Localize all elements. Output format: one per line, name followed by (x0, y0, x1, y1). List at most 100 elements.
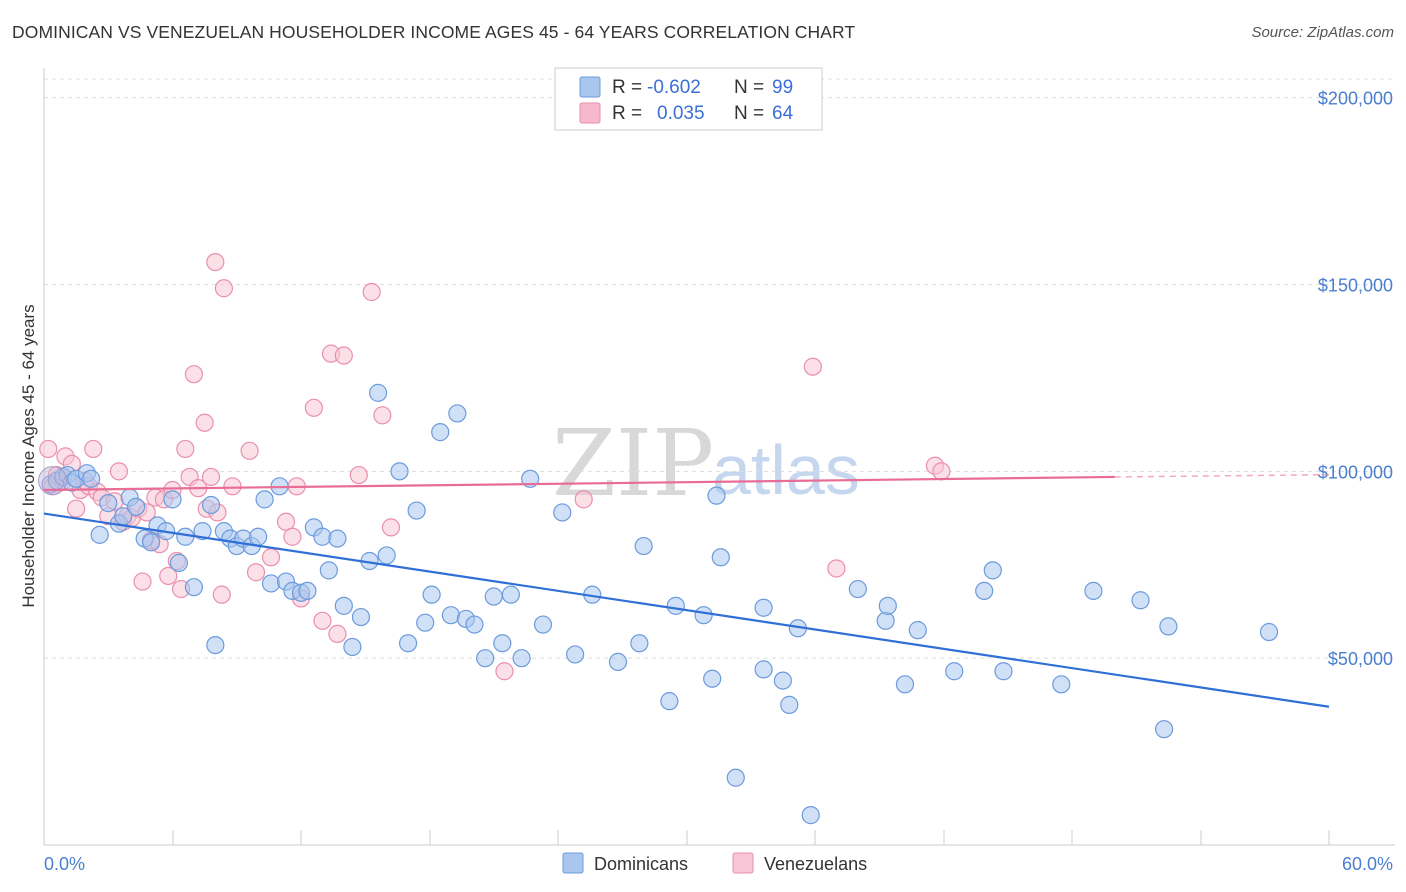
dominican-point-37 (298, 581, 317, 601)
dominican-point-53 (431, 423, 450, 442)
dominican-point-87 (895, 675, 915, 694)
dominican-point-47 (377, 546, 396, 565)
dominican-point-9 (99, 494, 118, 513)
venezuelan-point-55 (362, 282, 381, 302)
x-tick-label-max: 60.0% (1342, 854, 1393, 874)
grid (44, 78, 1395, 659)
dominican-point-55 (448, 404, 467, 423)
dominican-point-97 (1159, 617, 1178, 636)
x-ticks (43, 830, 1330, 845)
dominican-point-40 (319, 561, 338, 580)
dominican-point-64 (533, 615, 553, 634)
dominican-point-69 (630, 634, 649, 653)
dominican-point-7 (82, 469, 101, 488)
y-tick-labels: $50,000 $100,000 $150,000 $200,000 (1318, 89, 1393, 669)
watermark-atlas: atlas (712, 431, 860, 509)
venezuelan-point-15 (109, 462, 129, 481)
venezuelan-point-39 (212, 585, 231, 604)
dominican-point-13 (126, 497, 146, 516)
legend-r-value-dominicans: -0.602 (647, 77, 701, 98)
venezuelan-point-32 (184, 365, 204, 384)
y-tick-label-200000: $200,000 (1318, 89, 1393, 109)
dominican-point-71 (660, 692, 679, 711)
dominican-point-77 (726, 768, 745, 787)
dominican-point-74 (703, 669, 722, 688)
dominican-point-18 (163, 490, 182, 509)
legend-swatch-dominicans (579, 76, 601, 98)
dominican-point-19 (169, 553, 189, 572)
dominican-point-92 (994, 662, 1013, 681)
dominican-point-32 (261, 574, 281, 593)
bottom-legend-swatch-venezuelans (732, 852, 754, 874)
dominican-point-31 (255, 490, 274, 509)
dominican-point-43 (343, 637, 362, 657)
dominican-point-50 (407, 501, 426, 520)
dominican-point-22 (193, 522, 212, 541)
dominican-point-48 (390, 462, 409, 481)
dominican-point-66 (566, 645, 585, 664)
venezuelan-point-30 (176, 439, 195, 459)
venezuelan-point-61 (827, 559, 846, 578)
dominican-point-8 (90, 525, 109, 544)
dominican-point-61 (501, 585, 520, 604)
cluster-point (38, 466, 68, 496)
dominican-point-24 (206, 635, 225, 655)
venezuelan-point-57 (381, 518, 401, 537)
venezuelan-point-0 (39, 439, 58, 459)
dominican-point-46 (369, 383, 388, 402)
y-tick-label-150000: $150,000 (1318, 276, 1393, 296)
dominican-point-78 (754, 660, 773, 679)
dominican-point-73 (694, 606, 713, 625)
series-legend: Dominicans Venezuelans (562, 852, 867, 874)
venezuelan-point-44 (261, 548, 281, 567)
venezuelan-point-43 (246, 563, 266, 582)
legend-n-label-dominicans: N = (734, 77, 764, 98)
venezuelan-point-53 (334, 346, 353, 365)
source-label: Source: ZipAtlas.com (1251, 24, 1394, 41)
bottom-legend-label-venezuelans: Venezuelans (764, 854, 867, 874)
dominican-point-52 (422, 585, 441, 604)
dominican-point-54 (441, 606, 461, 625)
venezuelan-point-60 (803, 357, 822, 376)
dominican-point-80 (773, 671, 792, 690)
dominican-point-60 (493, 634, 512, 653)
venezuelan-point-46 (283, 527, 302, 546)
dominican-point-81 (780, 695, 799, 714)
dominican-point-44 (351, 607, 371, 627)
venezuelan-point-45 (276, 512, 296, 531)
venezuelan-point-26 (159, 566, 178, 586)
dominican-point-83 (801, 806, 820, 825)
dominican-point-68 (608, 652, 628, 672)
trend-line-venezuelans-extension (1114, 473, 1330, 478)
dominican-point-41 (328, 529, 347, 548)
dominican-point-42 (334, 596, 353, 615)
dominican-point-98 (1259, 622, 1279, 642)
dominican-point-75 (707, 486, 726, 505)
venezuelan-point-41 (223, 477, 242, 496)
venezuelan-point-52 (328, 624, 347, 643)
dominican-point-93 (1052, 675, 1071, 694)
dominican-point-57 (465, 615, 484, 634)
venezuelan-point-6 (67, 499, 86, 518)
legend-n-value-dominicans: 99 (772, 77, 793, 98)
legend-n-label-venezuelans: N = (734, 103, 764, 124)
dominican-point-21 (184, 578, 204, 597)
venezuelan-point-49 (304, 398, 323, 417)
watermark: ZIP atlas (552, 410, 860, 517)
dominican-point-90 (975, 581, 994, 601)
venezuelan-point-10 (84, 439, 103, 459)
venezuelan-point-50 (313, 611, 332, 630)
bottom-legend-label-dominicans: Dominicans (594, 854, 688, 874)
trend-line-dominicans (43, 512, 1330, 708)
venezuelan-point-37 (206, 252, 225, 272)
dominican-point-65 (553, 503, 572, 522)
venezuelan-point-56 (373, 406, 392, 425)
venezuelan-point-34 (195, 413, 214, 432)
y-tick-label-100000: $100,000 (1318, 462, 1393, 482)
bottom-legend-swatch-dominicans (562, 852, 584, 874)
dominican-point-62 (512, 649, 531, 668)
chart-title: DOMINICAN VS VENEZUELAN HOUSEHOLDER INCO… (12, 22, 856, 42)
legend-r-label-venezuelans: R = (612, 103, 642, 124)
dominican-point-23 (201, 495, 221, 515)
